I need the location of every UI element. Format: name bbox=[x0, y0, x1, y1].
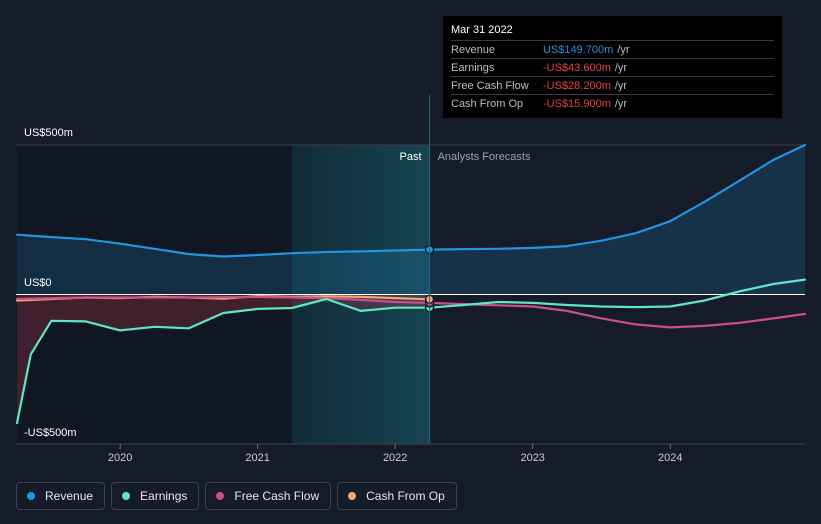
tooltip-row-free-cash-flow: Free Cash Flow -US$28.200m /yr bbox=[451, 76, 774, 94]
tooltip-unit: /yr bbox=[614, 97, 628, 110]
tooltip-row-revenue: Revenue US$149.700m /yr bbox=[451, 40, 774, 58]
revenue-line bbox=[15, 143, 807, 258]
free-cash-flow-line bbox=[15, 295, 807, 329]
revenue-area bbox=[17, 145, 805, 295]
tooltip-unit: /yr bbox=[614, 61, 628, 74]
legend-item-cash-from-op[interactable]: Cash From Op bbox=[337, 482, 457, 510]
past-label: Past bbox=[400, 151, 422, 163]
legend: Revenue Earnings Free Cash Flow Cash Fro… bbox=[16, 482, 457, 510]
tooltip-label: Cash From Op bbox=[451, 97, 524, 110]
legend-item-revenue[interactable]: Revenue bbox=[16, 482, 106, 510]
legend-dot-icon bbox=[216, 492, 225, 500]
tooltip-value: -US$28.200m bbox=[543, 79, 611, 92]
legend-label: Cash From Op bbox=[366, 489, 445, 503]
tooltip-value: US$149.700m bbox=[543, 43, 614, 56]
y-tick-label: -US$500m bbox=[24, 427, 77, 439]
tooltip-unit: /yr bbox=[614, 79, 628, 92]
x-tick-label: 2023 bbox=[520, 452, 544, 464]
legend-dot-icon bbox=[348, 492, 357, 500]
legend-item-earnings[interactable]: Earnings bbox=[111, 482, 200, 510]
earnings-line bbox=[15, 278, 807, 425]
tooltip: Mar 31 2022 Revenue US$149.700m /yr Earn… bbox=[443, 16, 782, 118]
tooltip-value: -US$43.600m bbox=[543, 61, 611, 74]
tooltip-row-earnings: Earnings -US$43.600m /yr bbox=[451, 58, 774, 76]
x-tick-label: 2020 bbox=[108, 452, 132, 464]
legend-dot-icon bbox=[27, 492, 35, 500]
legend-item-free-cash-flow[interactable]: Free Cash Flow bbox=[205, 482, 332, 510]
y-tick-label: US$0 bbox=[24, 277, 52, 289]
legend-label: Revenue bbox=[45, 489, 94, 503]
tooltip-label: Earnings bbox=[451, 61, 495, 74]
tooltip-value: -US$15.900m bbox=[543, 97, 611, 110]
x-tick-label: 2022 bbox=[383, 452, 407, 464]
legend-label: Free Cash Flow bbox=[234, 489, 320, 503]
forecast-label: Analysts Forecasts bbox=[438, 151, 531, 163]
earnings-area bbox=[17, 294, 430, 424]
x-tick-label: 2021 bbox=[245, 452, 269, 464]
tooltip-unit: /yr bbox=[617, 43, 630, 56]
tooltip-row-cash-from-op: Cash From Op -US$15.900m /yr bbox=[451, 94, 774, 112]
legend-dot-icon bbox=[122, 492, 131, 500]
legend-label: Earnings bbox=[140, 489, 188, 503]
tooltip-label: Free Cash Flow bbox=[451, 79, 529, 92]
tooltip-label: Revenue bbox=[451, 43, 496, 56]
y-tick-label: US$500m bbox=[24, 127, 73, 139]
tooltip-date: Mar 31 2022 bbox=[451, 24, 513, 36]
x-tick-label: 2024 bbox=[658, 452, 682, 464]
